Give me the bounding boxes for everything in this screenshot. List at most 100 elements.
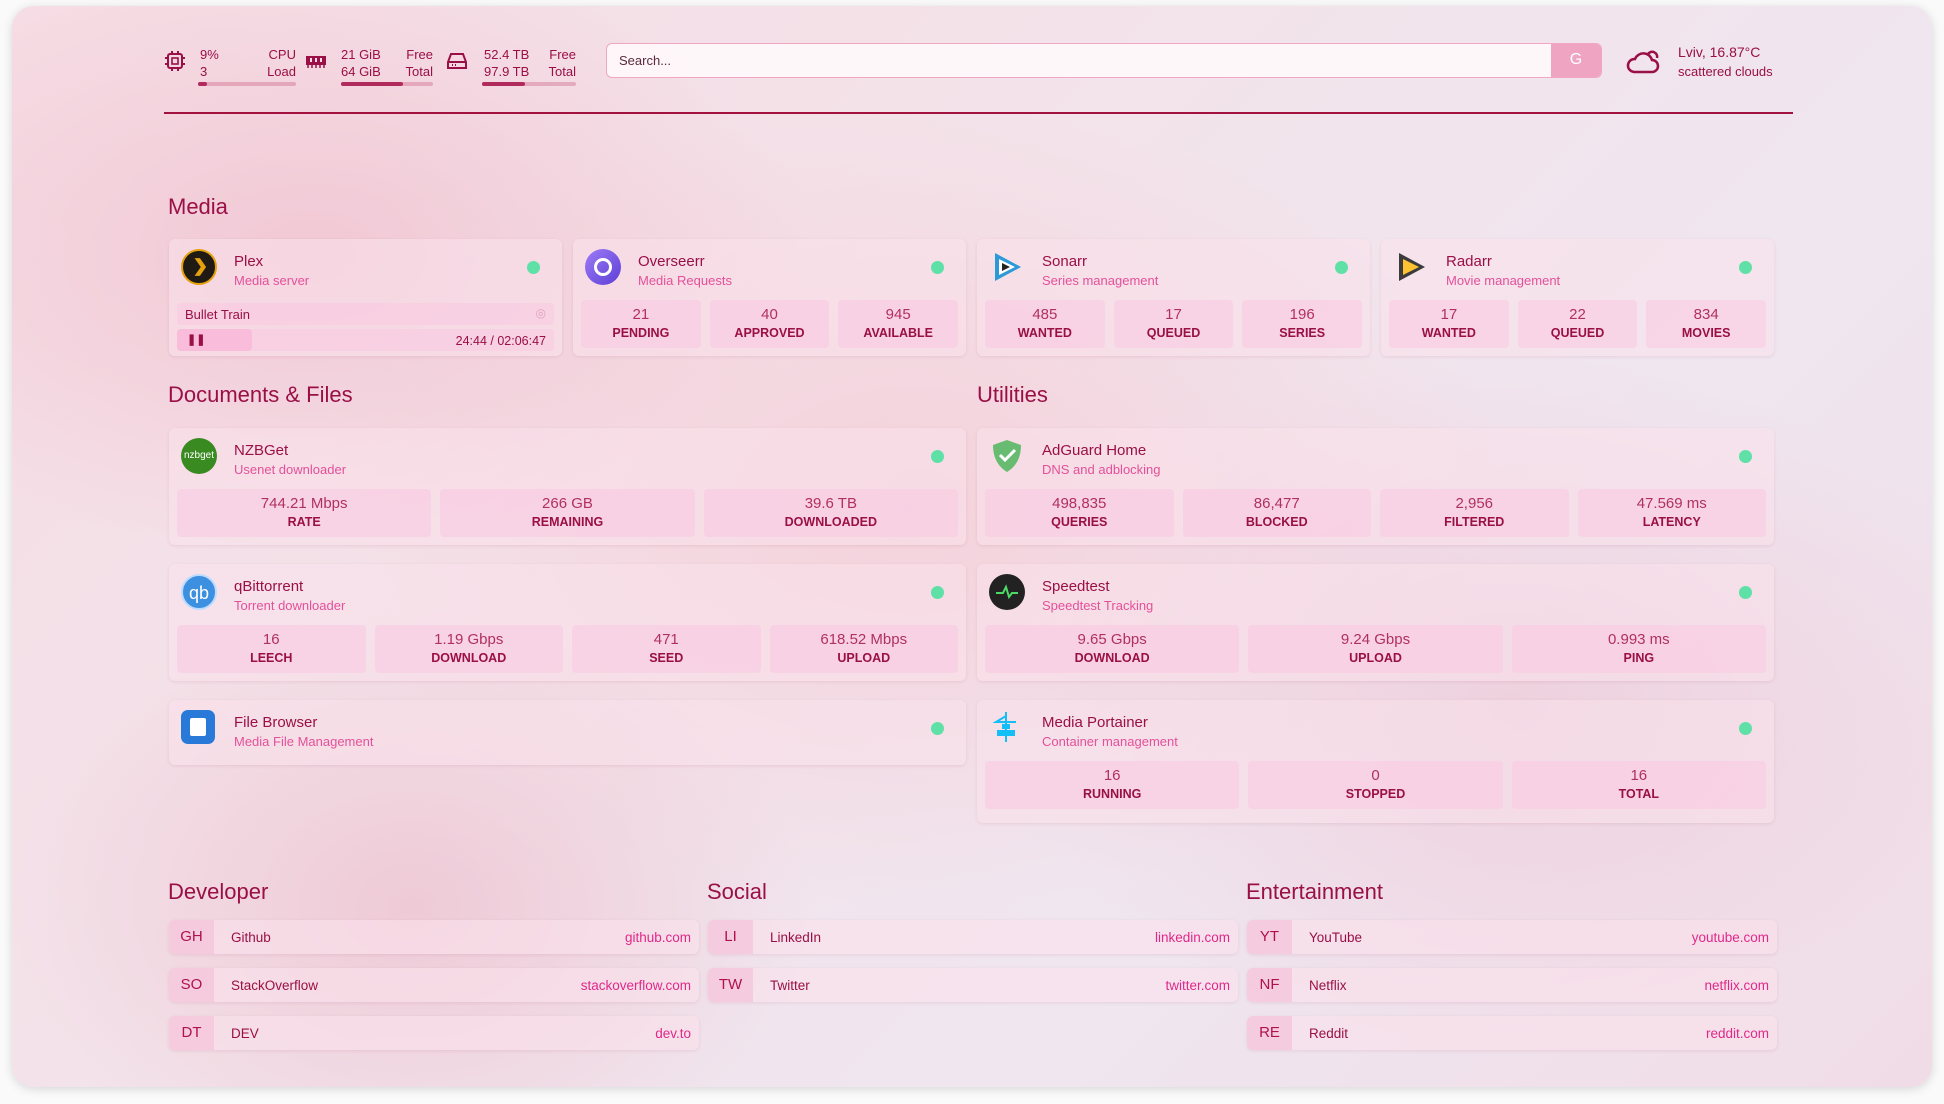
stat-label: UPLOAD bbox=[1349, 651, 1402, 665]
stat-block: 16 RUNNING bbox=[985, 761, 1240, 809]
search-provider-button[interactable]: G bbox=[1551, 44, 1601, 77]
stat-block: 1.19 Gbps DOWNLOAD bbox=[374, 625, 563, 673]
pause-icon[interactable]: ❚❚ bbox=[187, 334, 206, 346]
bookmark-url[interactable]: youtube.com bbox=[1691, 930, 1769, 945]
cpu-sub: 3 bbox=[200, 64, 208, 79]
video-icon: ◎ bbox=[535, 306, 546, 320]
service-name: Plex bbox=[234, 253, 264, 270]
stat-label: DOWNLOAD bbox=[431, 651, 507, 665]
bookmark-url[interactable]: stackoverflow.com bbox=[580, 978, 691, 993]
memory-icon bbox=[306, 56, 326, 68]
bookmark-twitter[interactable]: TW Twitter twitter.com bbox=[708, 968, 1238, 1002]
service-name: Media Portainer bbox=[1042, 714, 1148, 731]
bookmark-reddit[interactable]: RE Reddit reddit.com bbox=[1247, 1016, 1777, 1050]
service-card-radarr[interactable]: Radarr Movie management 17 WANTED 22 QUEUED 83… bbox=[1381, 239, 1774, 356]
service-card-filebrowser[interactable]: File Browser Media File Management bbox=[169, 700, 966, 765]
search-placeholder: Search... bbox=[619, 53, 672, 68]
service-card-portainer[interactable]: Media Portainer Container management 16 RUN… bbox=[977, 700, 1774, 823]
disk-label: Free bbox=[549, 47, 576, 62]
stat-label: SERIES bbox=[1279, 326, 1326, 340]
service-card-adguard[interactable]: AdGuard Home DNS and adblocking 498,835 QUE… bbox=[977, 428, 1774, 545]
bookmark-name: YouTube bbox=[1309, 930, 1363, 945]
weather-location: Lviv, 16.87°C bbox=[1678, 44, 1761, 60]
stat-block: 834 MOVIES bbox=[1646, 300, 1767, 348]
memory-label2: Total bbox=[405, 64, 433, 79]
stat-value: 1.19 Gbps bbox=[434, 631, 504, 648]
stat-block: 21 PENDING bbox=[581, 300, 701, 348]
bookmark-name: Github bbox=[231, 930, 271, 945]
bookmark-dev[interactable]: DT DEV dev.to bbox=[169, 1016, 699, 1050]
bookmark-url[interactable]: linkedin.com bbox=[1154, 930, 1230, 945]
bookmark-url[interactable]: twitter.com bbox=[1165, 978, 1230, 993]
bookmark-url[interactable]: netflix.com bbox=[1704, 978, 1769, 993]
bookmark-abbr: NF bbox=[1247, 968, 1292, 1002]
bookmark-url[interactable]: dev.to bbox=[655, 1026, 691, 1041]
service-name: AdGuard Home bbox=[1042, 442, 1147, 459]
service-stats: 485 WANTED 17 QUEUED 196 SERIES bbox=[985, 300, 1363, 348]
memory-free: 21 GiB bbox=[341, 47, 381, 62]
stat-label: FILTERED bbox=[1444, 515, 1505, 529]
stat-label: DOWNLOADED bbox=[784, 515, 877, 529]
bookmark-abbr: GH bbox=[169, 920, 214, 954]
search-input[interactable]: Search... G bbox=[606, 43, 1602, 78]
service-card-sonarr[interactable]: Sonarr Series management 485 WANTED 17 QUEUED… bbox=[977, 239, 1370, 356]
bookmark-linkedin[interactable]: LI LinkedIn linkedin.com bbox=[708, 920, 1238, 954]
stat-value: 2,956 bbox=[1455, 495, 1494, 512]
service-card-nzbget[interactable]: nzbget NZBGet Usenet downloader 744.21 Mbps… bbox=[169, 428, 966, 545]
bookmark-name: DEV bbox=[231, 1026, 259, 1041]
status-indicator bbox=[931, 450, 944, 463]
service-card-qbittorrent[interactable]: qb qBittorrent Torrent downloader 16 LEECH 1.… bbox=[169, 564, 966, 681]
stat-label: AVAILABLE bbox=[863, 326, 934, 340]
service-card-plex[interactable]: Plex Media server Bullet Train ◎ ❚❚ 24:4… bbox=[169, 239, 562, 356]
stat-label: WANTED bbox=[1017, 326, 1072, 340]
stat-value: 945 bbox=[885, 306, 911, 323]
stat-label: TOTAL bbox=[1618, 787, 1660, 801]
service-name: qBittorrent bbox=[234, 578, 304, 595]
stat-label: PING bbox=[1623, 651, 1655, 665]
cpu-icon bbox=[165, 51, 185, 71]
service-description: Media Requests bbox=[638, 273, 732, 288]
stat-label: QUERIES bbox=[1051, 515, 1108, 529]
stat-value: 17 bbox=[1440, 306, 1458, 323]
service-card-speedtest[interactable]: Speedtest Speedtest Tracking 9.65 Gbps DOWN… bbox=[977, 564, 1774, 681]
bookmark-youtube[interactable]: YT YouTube youtube.com bbox=[1247, 920, 1777, 954]
bookmark-url[interactable]: reddit.com bbox=[1705, 1026, 1769, 1041]
service-card-overseerr[interactable]: Overseerr Media Requests 21 PENDING 40 APPROV… bbox=[573, 239, 966, 356]
bookmark-url[interactable]: github.com bbox=[624, 930, 691, 945]
playback-time: 24:44 / 02:06:47 bbox=[455, 334, 546, 348]
stat-block: 485 WANTED bbox=[985, 300, 1105, 348]
stat-block: 0 STOPPED bbox=[1248, 761, 1503, 809]
disk-widget: 52.4 TB 97.9 TB Free Total bbox=[446, 42, 576, 90]
cpu-label: CPU bbox=[268, 47, 296, 62]
overseerr-icon bbox=[585, 249, 621, 285]
status-indicator bbox=[1739, 450, 1752, 463]
service-stats: 16 LEECH 1.19 Gbps DOWNLOAD 471 SEED 618.52 Mb… bbox=[177, 625, 958, 673]
stat-block: 196 SERIES bbox=[1242, 300, 1363, 348]
section-docs: Documents & Files bbox=[168, 382, 353, 407]
service-name: Speedtest bbox=[1042, 578, 1110, 595]
service-description: Container management bbox=[1042, 734, 1178, 749]
disk-free: 52.4 TB bbox=[484, 47, 530, 62]
stat-block: 0.993 ms PING bbox=[1511, 625, 1766, 673]
stat-label: MOVIES bbox=[1681, 326, 1731, 340]
sonarr-icon bbox=[989, 249, 1025, 285]
service-stats: 17 WANTED 22 QUEUED 834 MOVIES bbox=[1389, 300, 1767, 348]
bookmark-github[interactable]: GH Github github.com bbox=[169, 920, 699, 954]
bookmark-netflix[interactable]: NF Netflix netflix.com bbox=[1247, 968, 1777, 1002]
stat-label: APPROVED bbox=[734, 326, 805, 340]
stat-label: STOPPED bbox=[1345, 787, 1406, 801]
stat-label: BLOCKED bbox=[1245, 515, 1308, 529]
plex-icon bbox=[181, 249, 217, 285]
stat-block: 618.52 Mbps UPLOAD bbox=[769, 625, 958, 673]
nzbget-icon: nzbget bbox=[181, 438, 217, 474]
bookmark-name: StackOverflow bbox=[231, 978, 319, 993]
bookmark-name: Reddit bbox=[1309, 1026, 1349, 1041]
stat-label: LEECH bbox=[250, 651, 293, 665]
cpu-bar-fill bbox=[198, 82, 207, 86]
bookmark-stackoverflow[interactable]: SO StackOverflow stackoverflow.com bbox=[169, 968, 699, 1002]
playback-bar[interactable]: ❚❚ 24:44 / 02:06:47 bbox=[177, 329, 554, 351]
status-indicator bbox=[931, 586, 944, 599]
weather-condition: scattered clouds bbox=[1678, 64, 1773, 79]
stat-label: LATENCY bbox=[1642, 515, 1701, 529]
cpu-value: 9% bbox=[200, 47, 219, 62]
